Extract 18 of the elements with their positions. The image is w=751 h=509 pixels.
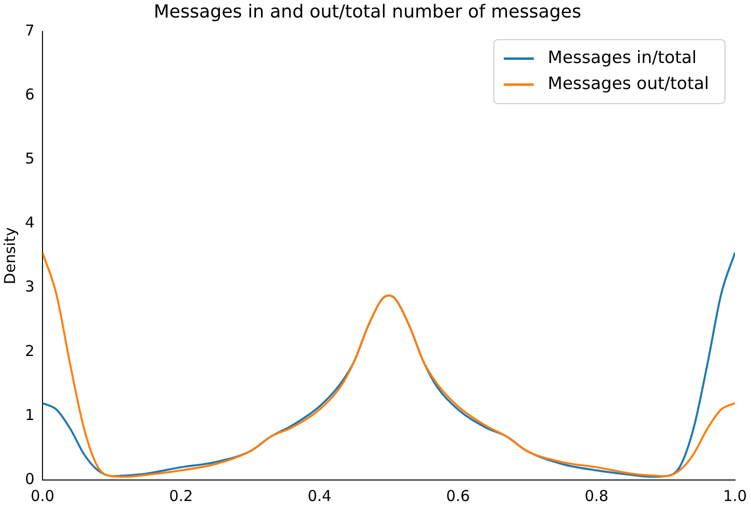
x-tick-label: 0.8	[584, 486, 608, 505]
legend-label: Messages out/total	[548, 74, 710, 94]
y-axis-title: Density	[0, 227, 19, 284]
x-tick-label: 0.4	[308, 486, 332, 505]
legend-label: Messages in/total	[548, 48, 697, 68]
chart-title: Messages in and out/total number of messages	[154, 1, 582, 22]
y-tick-label: 3	[24, 278, 35, 296]
y-tick-label: 5	[24, 150, 35, 168]
x-tick-label: 0.2	[169, 486, 193, 505]
x-tick-label: 1.0	[723, 486, 747, 505]
x-tick-label: 0.0	[30, 486, 54, 505]
x-tick-label: 0.6	[446, 486, 470, 505]
y-tick-label: 2	[24, 342, 35, 360]
y-tick-label: 4	[24, 214, 35, 232]
y-tick-label: 7	[24, 21, 35, 40]
y-tick-label: 1	[24, 406, 35, 424]
y-tick-label: 0	[24, 470, 35, 488]
y-tick-label: 6	[24, 86, 35, 104]
